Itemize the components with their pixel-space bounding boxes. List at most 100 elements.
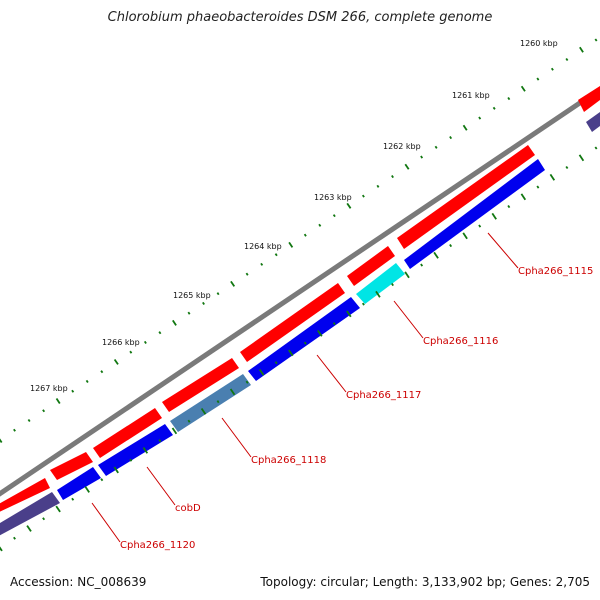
outer-scale-tick-13 [187,311,191,315]
outer-scale-tick-14 [202,301,205,305]
kbp-label-1264: 1264 kbp [244,242,282,251]
inner-scale-tick-0 [0,546,3,552]
inner-scale-tick-30 [433,251,439,259]
inner-scale-tick-19 [274,361,278,365]
forward-gene-5[interactable] [162,358,239,412]
inner-scale-tick-20 [288,349,294,357]
kbp-label-1266: 1266 kbp [102,338,140,347]
inner-scale-tick-36 [520,193,527,201]
kbp-label-1267: 1267 kbp [30,384,68,393]
leader-line-1120 [91,502,121,543]
inner-scale-tick-2 [26,525,32,532]
outer-scale-tick-16 [230,280,236,287]
outer-scale-tick-34 [492,106,496,110]
inner-scale-tick-7 [100,478,104,482]
inner-scale-tick-14 [200,407,207,415]
reverse-gene-4[interactable] [98,424,173,476]
inner-scale-tick-31 [449,244,453,248]
forward-gene-6[interactable] [93,408,162,458]
reverse-gene-1[interactable] [586,112,600,132]
inner-scale-tick-29 [420,263,424,267]
outer-scale-tick-41 [594,38,598,42]
outer-scale-tick-38 [550,67,554,71]
inner-scale-tick-8 [113,466,119,474]
outer-scale-tick-18 [260,262,264,266]
inner-scale-tick-3 [42,517,46,521]
reverse-gene-dark[interactable] [0,492,60,538]
inner-scale-tick-21 [303,341,307,345]
outer-scale-tick-15 [216,292,220,296]
inner-scale-tick-22 [317,329,323,337]
outer-scale-tick-3 [42,409,46,413]
outer-scale-tick-29 [420,155,424,159]
forward-gene-1[interactable] [578,86,600,112]
outer-scale-tick-9 [129,350,133,354]
reverse-gene-cyan[interactable] [356,263,405,304]
inner-scale-tick-28 [404,271,410,279]
gene-label-cpha266-1117[interactable]: Cpha266_1117 [346,390,421,401]
inner-scale-tick-27 [391,283,394,287]
kbp-label-1265: 1265 kbp [173,291,211,300]
inner-scale-tick-9 [129,458,133,462]
inner-scale-tick-35 [507,205,511,209]
outer-scale-tick-1 [13,428,16,432]
kbp-label-1261: 1261 kbp [452,91,490,100]
inner-scale-tick-11 [158,439,162,443]
outer-scale-tick-4 [55,398,61,404]
forward-gene-4[interactable] [240,283,345,362]
inner-scale-tick-15 [216,400,220,404]
inner-scale-tick-18 [258,368,265,376]
outer-scale-tick-37 [536,77,540,81]
forward-gene-2[interactable] [397,145,535,249]
inner-scale-tick-34 [491,212,497,220]
outer-scale-tick-11 [158,331,162,335]
outer-scale-tick-12 [172,319,177,326]
outer-scale-tick-21 [303,233,307,237]
reverse-gene-3[interactable] [248,297,360,381]
inner-scale-tick-1 [13,536,16,540]
outer-scale-tick-23 [332,214,336,218]
outer-scale-tick-0 [0,438,3,444]
forward-gene-8[interactable] [0,478,50,514]
outer-scale-tick-2 [27,418,31,423]
outer-scale-tick-6 [85,379,89,383]
genome-backbone [0,86,600,497]
gene-label-cpha266-1118[interactable]: Cpha266_1118 [251,455,326,466]
inner-scale-tick-23 [332,322,336,326]
inner-scale-tick-26 [375,290,381,298]
inner-scale-tick-39 [565,165,569,170]
reverse-gene-5[interactable] [57,467,101,500]
leader-line-1115 [487,232,519,269]
inner-scale-tick-12 [171,427,178,435]
reverse-gene-2[interactable] [404,159,545,269]
gene-label-cpha266-1116[interactable]: Cpha266_1116 [423,336,498,347]
outer-scale-tick-31 [449,136,453,140]
inner-scale-tick-17 [245,380,249,384]
outer-scale-tick-26 [376,184,380,188]
outer-scale-tick-27 [391,175,394,179]
leader-line-1117 [316,354,347,393]
gene-label-cobd[interactable]: cobD [175,503,201,514]
reverse-gene-steel[interactable] [170,374,251,432]
forward-gene-7[interactable] [50,452,93,480]
inner-scale-tick-24 [346,310,352,318]
forward-gene-3[interactable] [347,246,395,286]
outer-scale-tick-39 [565,57,569,62]
gene-label-cpha266-1115[interactable]: Cpha266_1115 [518,266,593,277]
kbp-label-1262: 1262 kbp [383,142,421,151]
outer-scale-tick-5 [71,389,75,393]
leader-line-cobD [146,466,176,506]
tick-layer [0,38,598,552]
inner-scale-tick-25 [361,302,365,306]
inner-scale-tick-4 [55,505,61,513]
gene-label-cpha266-1120[interactable]: Cpha266_1120 [120,540,195,551]
outer-scale-tick-8 [113,358,119,365]
leader-line-1116 [393,300,424,339]
outer-scale-tick-36 [520,85,526,92]
leader-line-1118 [221,417,252,458]
outer-scale-tick-24 [346,202,352,209]
inner-scale-tick-10 [142,446,149,454]
inner-scale-tick-32 [462,232,468,240]
genome-summary-text: Topology: circular; Length: 3,133,902 bp… [260,575,590,589]
